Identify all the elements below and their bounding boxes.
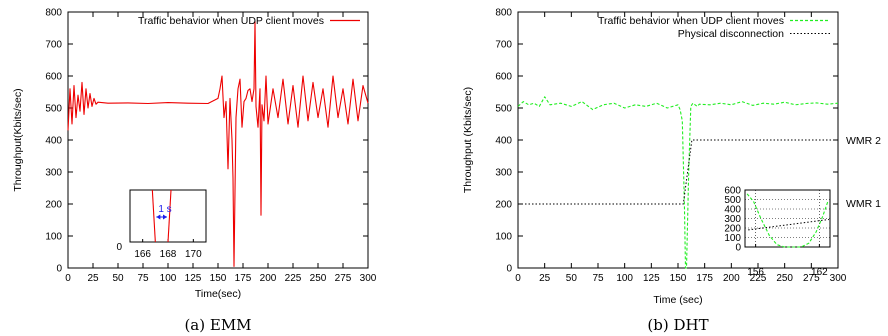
x-tick-label: 225 (285, 273, 302, 284)
x-tick-label: 75 (137, 273, 149, 284)
y-tick-label: 700 (45, 40, 62, 51)
x-tick-label: 25 (539, 273, 551, 284)
inset-y-tick-label: 100 (724, 233, 741, 244)
y-tick-label: 800 (45, 8, 62, 19)
x-tick-label: 175 (235, 273, 252, 284)
x-tick-label: 125 (185, 273, 202, 284)
x-tick-label: 75 (592, 273, 604, 284)
x-tick-label: 200 (260, 273, 277, 284)
series-lines (67, 21, 369, 267)
legend: Traffic behavior when UDP client moves P… (598, 15, 830, 40)
series-lines (517, 96, 839, 269)
y-axis-title: Throughput(Kbits/sec) (12, 88, 24, 191)
x-axis-title: Time (sec) (653, 294, 702, 306)
x-tick-label: 250 (776, 273, 793, 284)
inset-arrowhead-left (156, 214, 161, 220)
x-tick-label: 25 (87, 273, 99, 284)
x-tick-label: 150 (210, 273, 227, 284)
inset-y-tick-label: 500 (724, 195, 741, 206)
x-tick-label: 125 (643, 273, 660, 284)
y-tick-label: 200 (495, 200, 512, 211)
y-tick-label: 800 (495, 8, 512, 19)
legend: Traffic behavior when UDP client moves (138, 15, 360, 27)
inset-zoom: 166 168 170 0 1 s (116, 189, 207, 260)
x-tick-label: 175 (696, 273, 713, 284)
y-tick-label: 400 (495, 136, 512, 147)
caption-b: (b) DHT (647, 316, 708, 334)
inset-x-tick-label: 166 (134, 249, 151, 260)
inset-arrowhead-right (163, 214, 167, 220)
y-tick-label: 200 (45, 200, 62, 211)
x-tick-label: 50 (566, 273, 578, 284)
y-tick-label: 500 (495, 104, 512, 115)
inset-disconnection-line (748, 218, 830, 231)
y-tick-label: 400 (45, 136, 62, 147)
x-tick-label: 0 (515, 273, 521, 284)
x-tick-label: 300 (360, 273, 377, 284)
inset-annotation: 1 s (158, 204, 171, 215)
inset-y-tick-label: 400 (724, 205, 741, 216)
x-tick-label: 300 (830, 273, 847, 284)
inset-y-tick-label: 200 (724, 224, 741, 235)
y-axis-title: Throughput (Kbits/sec) (462, 87, 474, 193)
y-tick-label: 0 (56, 264, 62, 275)
x-tick-label: 100 (616, 273, 633, 284)
plot-frame (67, 11, 369, 269)
series-line-1 (517, 96, 839, 269)
x-tick-label: 100 (160, 273, 177, 284)
inset-y-tick-label: 600 (724, 186, 741, 197)
inset-x-tick-label: 168 (160, 249, 177, 260)
chart-dht: 0 25 50 75 100 125 150 175 200 225 250 275 300010020… (462, 8, 881, 335)
y-tick-label: 700 (495, 40, 512, 51)
x-tick-label: 275 (335, 273, 352, 284)
tick-marks (67, 11, 369, 269)
inset-curve-rise (167, 189, 172, 243)
inset-y-tick-label: 300 (724, 214, 741, 225)
y-tick-label: 300 (495, 168, 512, 179)
x-tick-label: 225 (750, 273, 767, 284)
x-tick-label: 250 (310, 273, 327, 284)
tick-labels: 0 25 50 75 100 125 150 175 200 225 250 275 300 0 100 20… (45, 8, 376, 285)
y-tick-label: 0 (506, 264, 512, 275)
x-tick-label: 275 (803, 273, 820, 284)
y-tick-label: 100 (495, 232, 512, 243)
x-tick-label: 200 (723, 273, 740, 284)
x-tick-label: 0 (65, 273, 71, 284)
inset-marks: 166 168 170 (134, 189, 202, 260)
annotation-wmr-1: WMR 1 (846, 198, 881, 210)
y-tick-label: 600 (45, 72, 62, 83)
inset-y-tick-label: 0 (116, 242, 122, 253)
y-tick-label: 300 (45, 168, 62, 179)
caption-a: (a) EMM (184, 316, 251, 334)
y-tick-label: 600 (495, 72, 512, 83)
chart-emm: 0 25 50 75 100 125 150 175 200 225 250 275 300 0 100 20… (12, 8, 377, 335)
inset-x-tick-label: 156 (747, 267, 764, 278)
inset-x-tick-label: 170 (185, 249, 202, 260)
legend-label-traffic: Traffic behavior when UDP client moves (138, 15, 324, 27)
legend-label-disconnection: Physical disconnection (678, 28, 784, 40)
legend-label-traffic: Traffic behavior when UDP client moves (598, 15, 784, 27)
x-tick-label: 50 (112, 273, 124, 284)
annotation-wmr-2: WMR 2 (846, 135, 881, 147)
inset-x-tick-label: 162 (811, 267, 828, 278)
inset-y-tick-label: 0 (735, 243, 741, 254)
y-tick-label: 100 (45, 232, 62, 243)
x-axis-title: Time(sec) (195, 288, 241, 300)
inset-traffic-curve (746, 193, 829, 248)
tick-labels: 0 25 50 75 100 125 150 175 200 225 250 275 300010020… (495, 8, 846, 285)
series-line-1 (67, 21, 369, 267)
x-tick-label: 150 (670, 273, 687, 284)
inset-curve-drop (151, 189, 156, 243)
y-tick-label: 500 (45, 104, 62, 115)
